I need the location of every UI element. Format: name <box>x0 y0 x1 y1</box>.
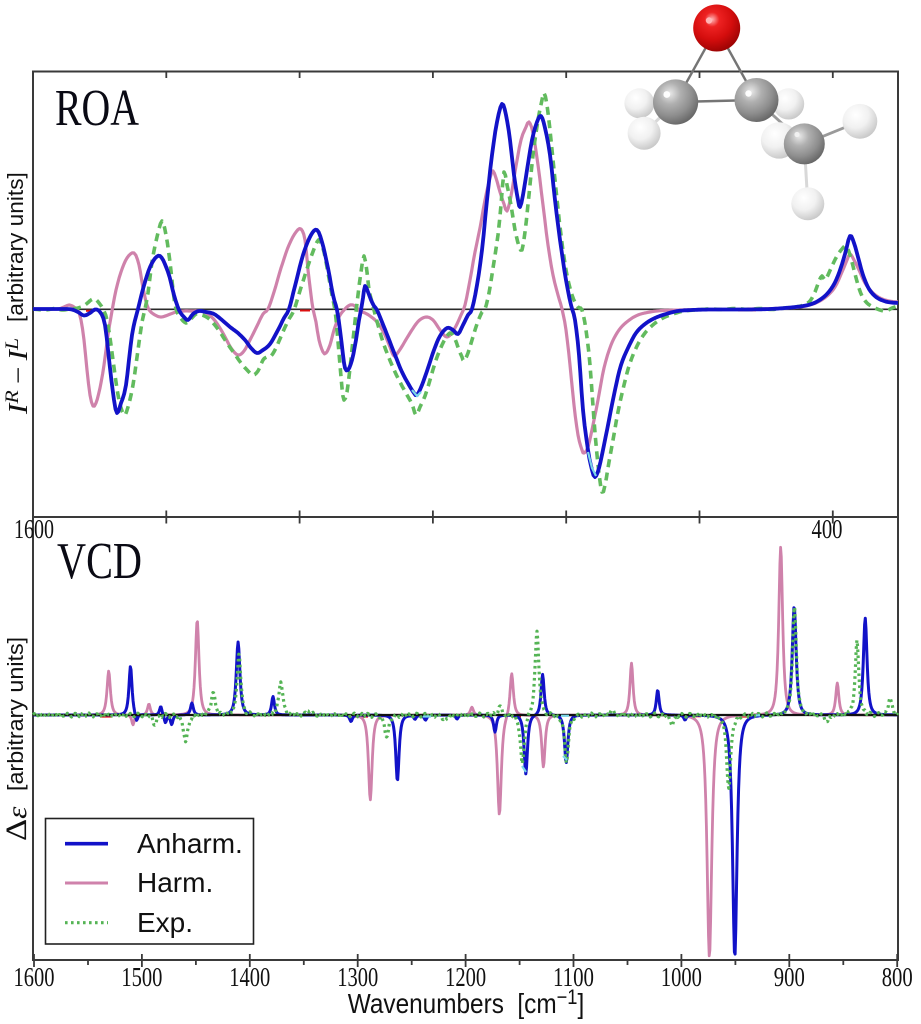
svg-text:[arbitrary units]: [arbitrary units] <box>3 172 28 322</box>
svg-text:[arbitrary units]: [arbitrary units] <box>3 637 28 791</box>
svg-text:1300: 1300 <box>337 962 378 992</box>
svg-text:Harm.: Harm. <box>137 867 213 898</box>
svg-text:1000: 1000 <box>661 962 702 992</box>
svg-text:1500: 1500 <box>121 962 162 992</box>
svg-text:1600: 1600 <box>14 962 55 992</box>
svg-text:Δε: Δε <box>0 806 32 841</box>
svg-text:1100: 1100 <box>553 962 594 992</box>
svg-text:Anharm.: Anharm. <box>137 828 243 859</box>
svg-text:IR − IL: IR − IL <box>2 338 33 415</box>
svg-text:1400: 1400 <box>229 962 270 992</box>
svg-text:1200: 1200 <box>445 962 486 992</box>
svg-text:800: 800 <box>882 962 913 992</box>
svg-text:Wavenumbers [cm−1]: Wavenumbers [cm−1] <box>348 986 584 1020</box>
svg-text:900: 900 <box>774 962 805 992</box>
svg-text:ROA: ROA <box>55 80 139 137</box>
svg-text:VCD: VCD <box>57 533 142 590</box>
svg-text:400: 400 <box>812 514 843 544</box>
svg-text:1600: 1600 <box>14 514 54 544</box>
svg-text:Exp.: Exp. <box>137 907 193 938</box>
